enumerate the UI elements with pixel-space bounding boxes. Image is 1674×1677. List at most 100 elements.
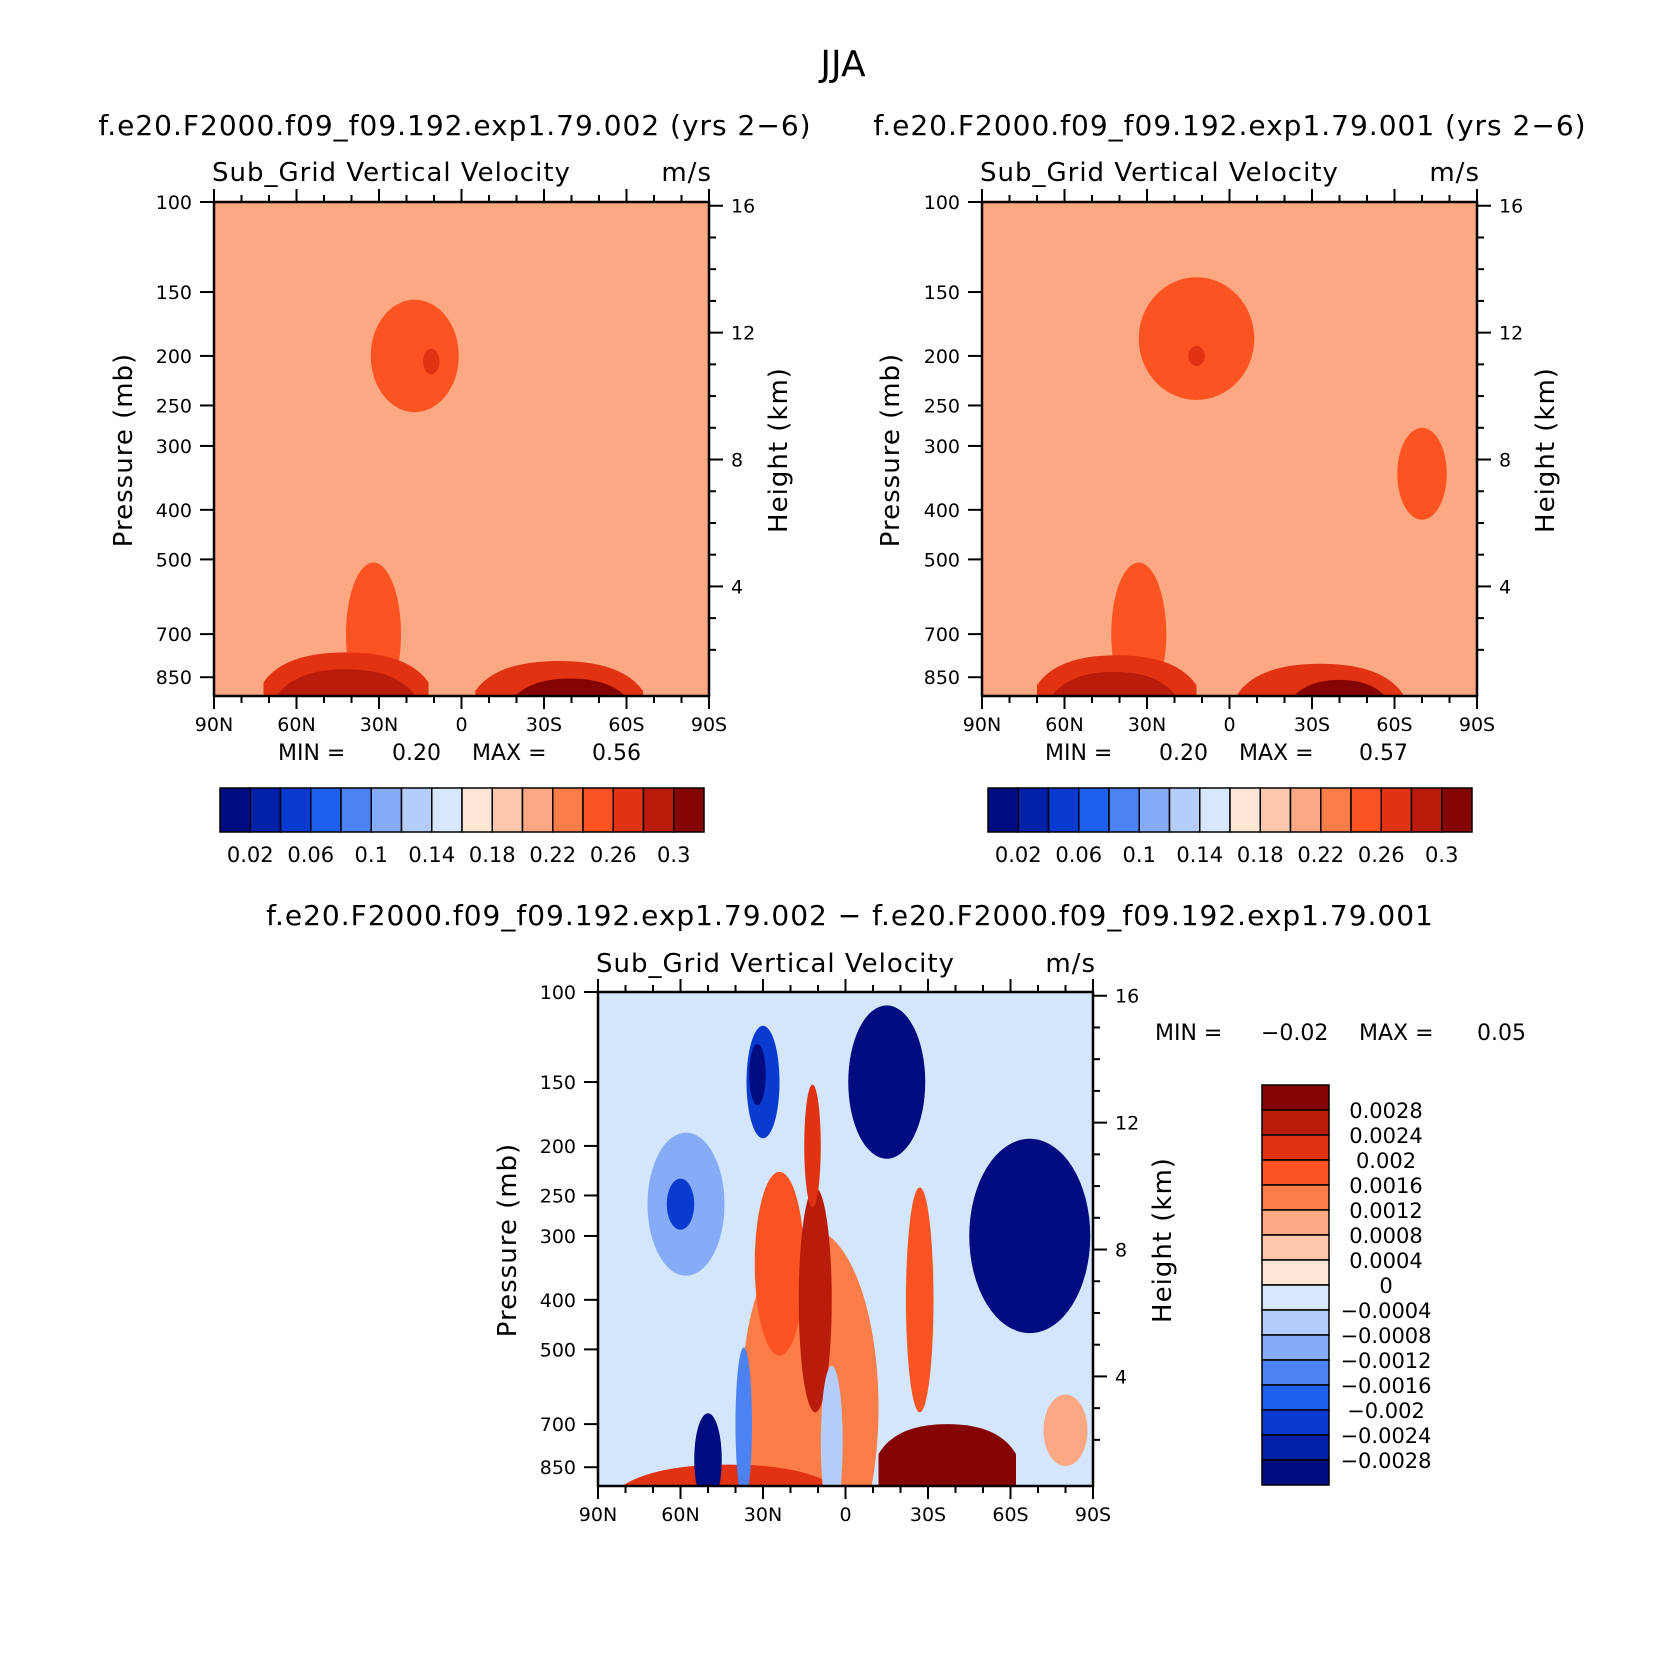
x-tick-label: 30N [744, 1504, 782, 1526]
colorbar-label: 0.22 [1297, 843, 1344, 867]
contour-feature-0 [370, 299, 459, 413]
contour-feature-1 [423, 348, 440, 375]
colorbar-swatch [1261, 1434, 1330, 1461]
y-right-tick-label: 4 [1115, 1366, 1127, 1388]
colorbar-swatch [1078, 787, 1110, 833]
panel-3-ylabel-right: Height (km) [1148, 1157, 1178, 1323]
x-tick-label: 90S [691, 714, 727, 736]
y-right-tick-label: 8 [731, 450, 743, 472]
colorbar-swatch [1047, 787, 1080, 833]
colorbar-swatch [1017, 787, 1050, 833]
panel-2-plot-area: 90N 60N 30N 0 30S 60S 90S 100 150 200 250 300 400 500… [924, 189, 1523, 736]
y-right-tick-label: 16 [1499, 196, 1523, 218]
panel-2-min-value: 0.20 [1159, 741, 1208, 766]
panel-3-colorbar: 0.00280.00240.0020.00160.00120.00080.000… [1261, 1084, 1432, 1486]
y-tick-label: 150 [156, 282, 192, 304]
colorbar-swatch [1261, 1284, 1330, 1311]
contour-feature-16 [1043, 1394, 1088, 1467]
colorbar-swatch [1229, 787, 1261, 833]
colorbar-label: 0.26 [590, 843, 637, 867]
contour-feature-1 [1188, 345, 1205, 367]
colorbar-swatch [1261, 1384, 1330, 1411]
panel-2-colorbar: 0.02 0.06 0.1 0.14 0.18 0.22 0.26 0.3 [987, 787, 1473, 867]
y-tick-label: 100 [156, 192, 192, 214]
panel-1-variable-label: Sub_Grid Vertical Velocity [212, 158, 571, 188]
colorbar-label: 0.18 [1237, 843, 1284, 867]
panel-2-variable-label: Sub_Grid Vertical Velocity [980, 158, 1339, 188]
colorbar-label: 0.0012 [1349, 1199, 1422, 1223]
contour-feature-8 [906, 1187, 934, 1413]
colorbar-label: −0.002 [1347, 1399, 1425, 1423]
contour-feature-1 [666, 1178, 695, 1230]
colorbar-swatch [340, 787, 372, 833]
y-tick-label: 400 [156, 500, 192, 522]
colorbar-swatch [673, 787, 705, 833]
colorbar-swatch [1261, 1409, 1330, 1436]
colorbar-swatch [1441, 787, 1473, 833]
x-tick-label: 30S [1294, 714, 1330, 736]
x-tick-label: 60N [277, 714, 315, 736]
y-right-tick-label: 4 [731, 576, 743, 598]
colorbar-swatch [1261, 1084, 1330, 1111]
y-tick-label: 500 [540, 1339, 576, 1361]
x-tick-label: 30S [526, 714, 562, 736]
y-tick-label: 850 [156, 667, 192, 689]
colorbar-swatch [1261, 1334, 1330, 1361]
colorbar-swatch [582, 787, 614, 833]
y-tick-label: 250 [924, 395, 960, 417]
contour-feature-14 [735, 1347, 752, 1486]
colorbar-swatch [219, 787, 251, 833]
colorbar-label: −0.0012 [1340, 1349, 1431, 1373]
y-tick-label: 700 [156, 624, 192, 646]
colorbar-label: 0.0028 [1349, 1099, 1422, 1123]
panel-1-title: f.e20.F2000.f09_f09.192.exp1.79.002 (yrs… [98, 109, 811, 142]
colorbar-swatch [642, 787, 675, 833]
colorbar-swatch [370, 787, 403, 833]
colorbar-label: 0.1 [355, 843, 388, 867]
colorbar-swatch [1410, 787, 1443, 833]
colorbar-label: 0.0004 [1349, 1249, 1422, 1273]
colorbar-swatch [1261, 1309, 1330, 1336]
x-tick-label: 60N [661, 1504, 699, 1526]
colorbar-label: 0.06 [287, 843, 334, 867]
y-tick-label: 100 [540, 982, 576, 1004]
panel-2-title: f.e20.F2000.f09_f09.192.exp1.79.001 (yrs… [873, 109, 1586, 142]
panel-1-colorbar: 0.02 0.06 0.1 0.14 0.18 0.22 0.26 0.3 [219, 787, 705, 867]
contour-feature-12 [622, 1464, 835, 1486]
y-tick-label: 250 [156, 395, 192, 417]
colorbar-swatch [1261, 1109, 1330, 1136]
y-tick-label: 100 [924, 192, 960, 214]
panel-3-max-label: MAX = [1359, 1021, 1434, 1046]
contour-feature-3 [749, 1043, 766, 1106]
x-tick-label: 30N [1128, 714, 1166, 736]
colorbar-swatch [1289, 787, 1322, 833]
colorbar-label: −0.0024 [1340, 1424, 1431, 1448]
contour-layer [1037, 277, 1447, 696]
x-tick-label: 60S [608, 714, 644, 736]
figure-title: JJA [818, 44, 866, 85]
contour-feature-2 [1397, 427, 1447, 520]
colorbar-swatch [1261, 1184, 1330, 1211]
contour-feature-15 [820, 1365, 843, 1486]
colorbar-label: 0 [1379, 1274, 1392, 1298]
x-tick-label: 0 [839, 1504, 851, 1526]
contour-feature-5 [1051, 671, 1177, 696]
colorbar-swatch [279, 787, 312, 833]
colorbar-label: 0.06 [1055, 843, 1102, 867]
colorbar-swatch [431, 787, 463, 833]
x-tick-label: 60S [1376, 714, 1412, 736]
x-tick-label: 0 [455, 714, 467, 736]
contour-feature-4 [276, 669, 416, 696]
contour-feature-11 [878, 1424, 1016, 1486]
colorbar-swatch [1261, 1134, 1330, 1161]
x-tick-label: 90N [195, 714, 233, 736]
contour-feature-7 [1293, 679, 1386, 696]
panel-3-title: f.e20.F2000.f09_f09.192.exp1.79.002 − f.… [266, 899, 1434, 932]
panel-1-units-label: m/s [661, 158, 712, 188]
colorbar-swatch [461, 787, 493, 833]
y-tick-label: 850 [540, 1457, 576, 1479]
colorbar-swatch [1168, 787, 1201, 833]
y-right-tick-label: 12 [1115, 1113, 1139, 1135]
